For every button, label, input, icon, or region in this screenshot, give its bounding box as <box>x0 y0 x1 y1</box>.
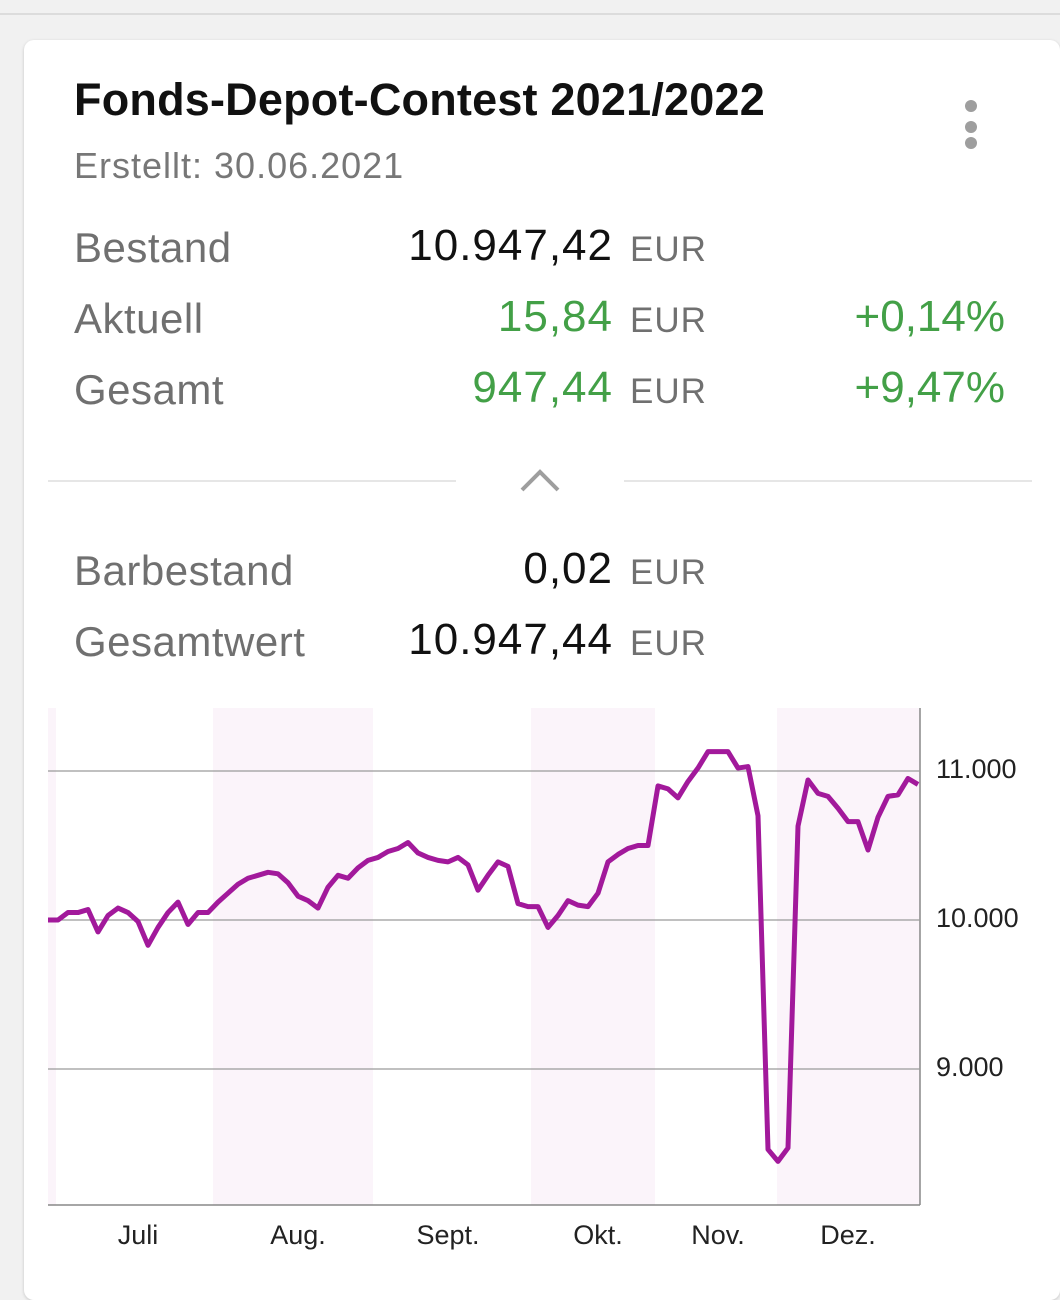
menu-dot[interactable] <box>965 100 977 112</box>
row-label: Aktuell <box>74 295 204 342</box>
y-tick-label: 10.000 <box>936 903 1019 933</box>
x-tick-label: Dez. <box>820 1220 876 1250</box>
row-unit: EUR <box>630 301 707 340</box>
row-change: +9,47% <box>854 363 1005 412</box>
value-line <box>48 749 920 1164</box>
y-tick-label: 11.000 <box>936 754 1017 784</box>
x-tick-label: Aug. <box>270 1220 326 1250</box>
row-value: 15,84 <box>497 292 613 341</box>
menu-dot[interactable] <box>965 137 977 149</box>
row-label: Bestand <box>74 224 232 271</box>
month-band <box>213 708 373 1205</box>
row-label: Gesamt <box>74 366 225 413</box>
row-value: 10.947,44 <box>408 615 613 664</box>
menu-button[interactable] <box>965 100 977 149</box>
collapse-chevron[interactable] <box>520 469 560 492</box>
row-value: 0,02 <box>523 544 613 593</box>
row-unit: EUR <box>630 553 707 592</box>
row-label: Gesamtwert <box>74 618 306 665</box>
card-title: Fonds-Depot-Contest 2021/2022 <box>74 74 765 125</box>
month-bands <box>48 708 920 1205</box>
row-label: Barbestand <box>74 547 294 594</box>
month-band <box>48 708 56 1205</box>
x-tick-label: Sept. <box>416 1220 479 1250</box>
month-band <box>531 708 655 1205</box>
x-tick-label: Okt. <box>573 1220 623 1250</box>
x-tick-label: Nov. <box>691 1220 745 1250</box>
y-tick-label: 9.000 <box>936 1052 1004 1082</box>
x-tick-label: Juli <box>118 1220 159 1250</box>
top-divider <box>0 13 1060 15</box>
row-unit: EUR <box>630 230 707 269</box>
row-unit: EUR <box>630 624 707 663</box>
month-band <box>777 708 920 1205</box>
row-value: 10.947,42 <box>408 221 613 270</box>
row-change: +0,14% <box>854 292 1005 341</box>
menu-dot[interactable] <box>965 121 977 133</box>
created-date: Erstellt: 30.06.2021 <box>74 145 405 186</box>
row-value: 947,44 <box>472 363 613 412</box>
row-unit: EUR <box>630 372 707 411</box>
